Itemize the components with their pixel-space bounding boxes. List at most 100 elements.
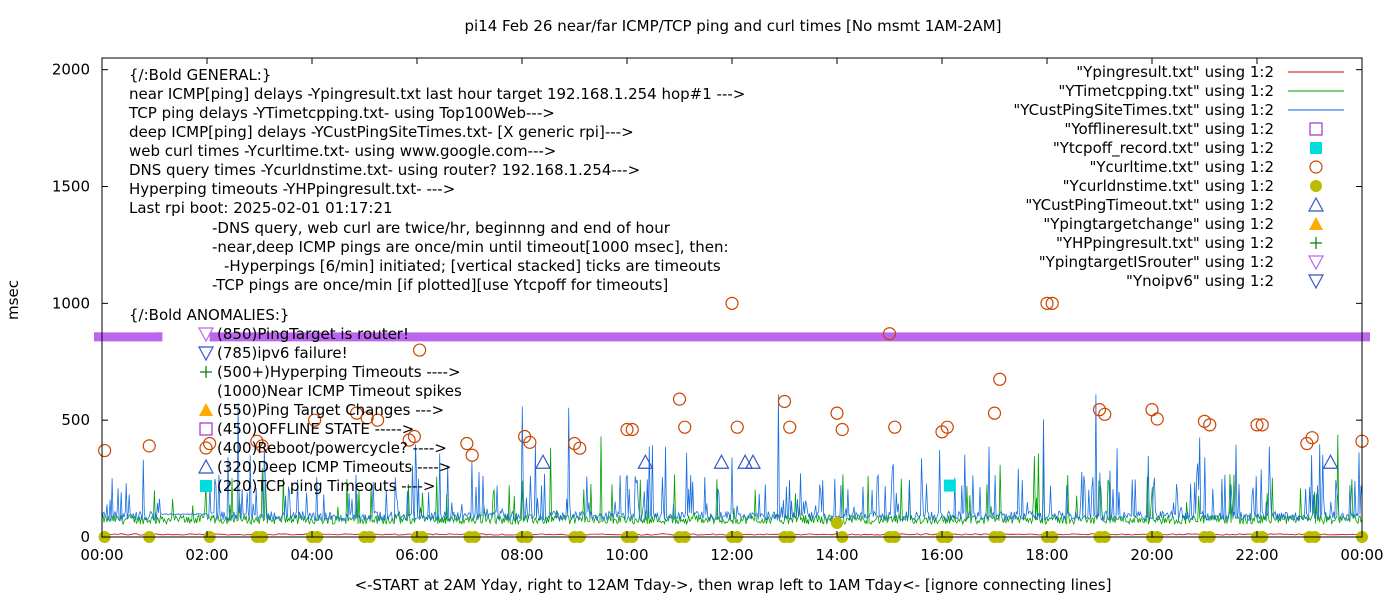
general-line: near ICMP[ping] delays -Ypingresult.txt … xyxy=(129,85,745,103)
tcp-ping-line xyxy=(101,434,1363,526)
series-5-point xyxy=(308,413,322,427)
note-line: -near,deep ICMP pings are once/min until… xyxy=(212,238,729,256)
series-5-point xyxy=(255,439,269,453)
series-5-point xyxy=(935,425,949,439)
series-5-point xyxy=(523,435,537,449)
series-5-point xyxy=(835,422,849,437)
series-5-point xyxy=(465,448,479,462)
y-tick-label: 1500 xyxy=(52,178,90,196)
y-tick-label: 500 xyxy=(61,411,90,429)
series-5-point xyxy=(573,441,587,455)
legend-label: "YpingtargetISrouter" using 1:2 xyxy=(1039,253,1274,271)
series-5-point xyxy=(783,420,797,434)
anomaly-key-icon xyxy=(197,458,215,474)
anomaly-line: (850)PingTarget is router! xyxy=(217,325,409,343)
anomaly-line: (450)OFFLINE STATE -----> xyxy=(217,420,414,438)
x-tick-label: 12:00 xyxy=(710,546,753,564)
series-7-point xyxy=(713,453,730,469)
series-5-point xyxy=(620,422,634,437)
chart-title: pi14 Feb 26 near/far ICMP/TCP ping and c… xyxy=(464,17,1001,35)
y-tick-label: 2000 xyxy=(52,61,90,79)
legend-label: "Ynoipv6" using 1:2 xyxy=(1126,272,1274,290)
note-line: -Hyperpings [6/min] initiated; [vertical… xyxy=(224,257,721,275)
anomaly-key-icon xyxy=(199,441,213,455)
general-line: Hyperping timeouts -YHPpingresult.txt- -… xyxy=(129,180,455,198)
series-5-point xyxy=(987,406,1002,420)
anomaly-line: (1000)Near ICMP Timeout spikes xyxy=(217,382,462,400)
legend-swatch xyxy=(1310,237,1322,249)
x-tick-label: 16:00 xyxy=(920,546,963,564)
series-5-point xyxy=(1145,403,1159,417)
series-5-point xyxy=(1305,431,1319,445)
series-5-point xyxy=(1255,418,1269,432)
series-5-point xyxy=(413,343,427,357)
legend-label: "Ypingtargetchange" using 1:2 xyxy=(1043,215,1274,233)
series-5-point xyxy=(730,420,744,434)
deep-icmp-line xyxy=(101,394,1363,522)
anomaly-line: (500+)Hyperping Timeouts ----> xyxy=(217,363,461,381)
series-5-point xyxy=(625,422,639,437)
legend-label: "YCustPingSiteTimes.txt" using 1:2 xyxy=(1013,101,1274,119)
legend-swatch xyxy=(1309,122,1323,136)
series-5-point xyxy=(1150,412,1164,426)
series-5-point xyxy=(567,436,582,451)
series-5-point xyxy=(1250,418,1264,432)
series-5-point xyxy=(725,296,739,310)
legend-swatch xyxy=(1307,274,1325,290)
anomalies-header: {/:Bold ANOMALIES:} xyxy=(129,306,289,324)
general-line: web curl times -Ycurltime.txt- using www… xyxy=(129,142,556,160)
router-band xyxy=(94,332,163,342)
legend-label: "Ytcpoff_record.txt" using 1:2 xyxy=(1053,139,1274,158)
legend-label: "Ycurldnstime.txt" using 1:2 xyxy=(1063,177,1274,195)
legend-label: "YCustPingTimeout.txt" using 1:2 xyxy=(1025,196,1274,214)
series-5-point xyxy=(882,327,897,341)
series-5-point xyxy=(98,443,112,458)
anomaly-line: (785)ipv6 failure! xyxy=(217,344,348,362)
anomaly-key-icon xyxy=(197,346,215,362)
router-band xyxy=(209,332,1370,342)
series-5-point xyxy=(672,392,687,406)
y-axis-label: msec xyxy=(4,280,22,320)
series-5-point xyxy=(407,429,421,444)
legend-swatch xyxy=(1310,142,1322,154)
x-tick-label: 18:00 xyxy=(1025,546,1068,564)
axes: 00:00 02:00 04:00 06:00 08:00 10:00 12:00 14:00… xyxy=(52,57,1384,564)
anomaly-line: (400)Reboot/powercycle? ----> xyxy=(217,439,447,457)
anomaly-key-icon xyxy=(199,422,213,436)
x-tick-label: 08:00 xyxy=(500,546,543,564)
annotations: {/:Bold GENERAL:}near ICMP[ping] delays … xyxy=(128,66,745,495)
y-tick-label: 1000 xyxy=(52,294,90,312)
anomaly-line: (220)TCP ping Timeouts ----> xyxy=(217,477,435,495)
legend-label: "Ycurltime.txt" using 1:2 xyxy=(1089,158,1274,176)
legend-label: "Yofflineresult.txt" using 1:2 xyxy=(1064,120,1274,138)
legend-label: "Ypingresult.txt" using 1:2 xyxy=(1076,63,1274,81)
x-tick-label: 02:00 xyxy=(185,546,228,564)
legend-swatch xyxy=(1309,217,1323,230)
note-line: -TCP pings are once/min [if plotted][use… xyxy=(212,276,668,294)
x-tick-label: 04:00 xyxy=(290,546,333,564)
legend-swatch xyxy=(1307,196,1325,212)
series-5-point xyxy=(1045,296,1059,310)
series-5-point xyxy=(142,439,156,453)
series-5-point xyxy=(888,420,902,434)
x-tick-label: 06:00 xyxy=(395,546,438,564)
anomaly-key-icon xyxy=(200,366,212,378)
x-tick-label: 00:00 xyxy=(1340,546,1383,564)
series-5-point xyxy=(1092,403,1107,417)
legend-swatch xyxy=(1310,180,1322,192)
series-5-point xyxy=(940,420,954,434)
x-tick-label: 10:00 xyxy=(605,546,648,564)
series-5-point xyxy=(1098,407,1112,421)
series-5-point xyxy=(371,413,385,427)
anomaly-key-icon xyxy=(200,480,212,492)
general-line: Last rpi boot: 2025-02-01 01:17:21 xyxy=(129,199,393,217)
series-5-point xyxy=(830,406,844,420)
legend-label: "YTimetcpping.txt" using 1:2 xyxy=(1058,82,1274,100)
x-axis-label: <-START at 2AM Yday, right to 12AM Tday-… xyxy=(355,576,1112,594)
series-7-point xyxy=(637,453,654,469)
legend-swatch xyxy=(1309,160,1323,174)
x-tick-label: 20:00 xyxy=(1130,546,1173,564)
x-tick-label: 00:00 xyxy=(80,546,123,564)
legend-swatch xyxy=(1307,255,1325,271)
series-5-point xyxy=(360,411,374,425)
